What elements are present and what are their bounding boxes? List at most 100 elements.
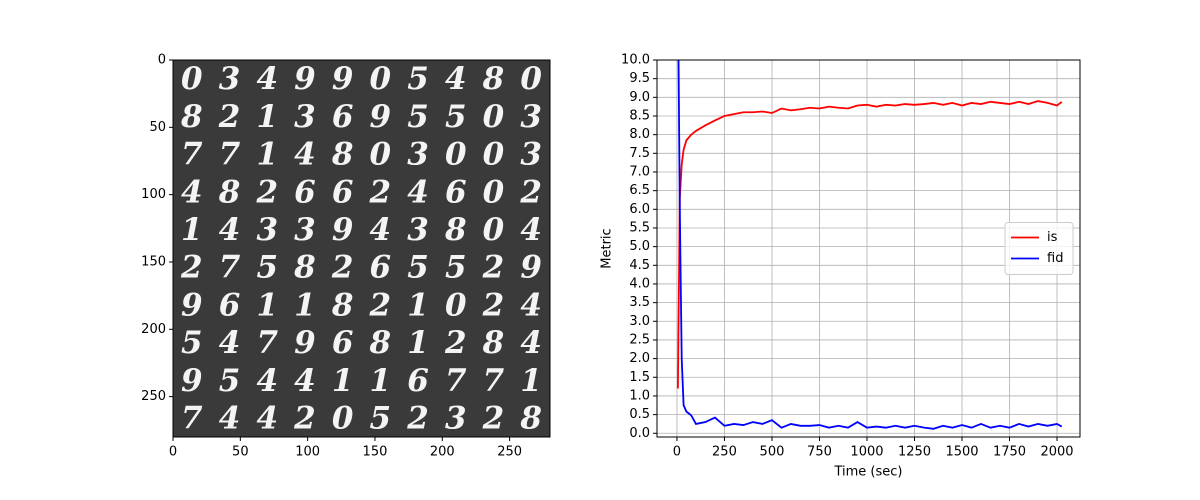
y-tick-label: 7.5 bbox=[629, 146, 650, 161]
y-tick-label: 200 bbox=[141, 322, 166, 337]
digit: 7 bbox=[483, 363, 505, 399]
digit: 5 bbox=[256, 250, 278, 286]
y-tick-label: 8.0 bbox=[629, 127, 650, 142]
digit: 4 bbox=[370, 212, 392, 248]
x-axis-label: Time (sec) bbox=[833, 465, 902, 480]
x-tick-label: 0 bbox=[673, 445, 681, 460]
digit: 7 bbox=[445, 363, 467, 399]
digit: 0 bbox=[483, 174, 505, 210]
digit: 3 bbox=[256, 212, 278, 248]
digit: 5 bbox=[219, 363, 241, 399]
axes-frame bbox=[172, 59, 551, 438]
digit: 0 bbox=[483, 99, 505, 135]
digit: 7 bbox=[219, 250, 241, 286]
digit: 8 bbox=[369, 325, 392, 361]
digit: 5 bbox=[445, 250, 467, 286]
y-tick-label: 6.5 bbox=[629, 183, 650, 198]
digit: 0 bbox=[483, 212, 505, 248]
y-tick-label: 7.0 bbox=[629, 164, 650, 179]
x-tick-label: 50 bbox=[232, 445, 249, 460]
y-tick-label: 3.5 bbox=[629, 295, 650, 310]
digit: 4 bbox=[256, 363, 278, 399]
digit: 1 bbox=[256, 137, 278, 173]
digit: 2 bbox=[293, 401, 316, 437]
image-background bbox=[173, 60, 550, 437]
y-tick-label: 5.5 bbox=[629, 220, 650, 235]
y-tick-label: 3.0 bbox=[629, 314, 650, 329]
digit: 0 bbox=[483, 137, 505, 173]
digit: 4 bbox=[219, 325, 241, 361]
x-tick-label: 1750 bbox=[993, 445, 1026, 460]
x-tick-label: 150 bbox=[363, 445, 388, 460]
digit: 2 bbox=[444, 325, 467, 361]
digit: 2 bbox=[369, 174, 392, 210]
digit: 4 bbox=[256, 61, 278, 97]
x-tick-label: 500 bbox=[760, 445, 785, 460]
digit: 4 bbox=[520, 212, 542, 248]
digit: 9 bbox=[332, 61, 354, 97]
digit: 2 bbox=[482, 250, 505, 286]
plot-area bbox=[677, 60, 1063, 430]
digit: 3 bbox=[294, 99, 316, 135]
digit: 0 bbox=[370, 61, 392, 97]
y-tick-label: 4.5 bbox=[629, 258, 650, 273]
digit: 5 bbox=[407, 99, 429, 135]
digit: 9 bbox=[520, 250, 542, 286]
digit: 3 bbox=[520, 99, 542, 135]
digit: 6 bbox=[332, 325, 354, 361]
legend-box bbox=[1004, 222, 1074, 275]
digit: 4 bbox=[520, 287, 542, 323]
digit: 0 bbox=[520, 61, 542, 97]
digit: 0 bbox=[181, 61, 203, 97]
digit: 4 bbox=[294, 137, 316, 173]
digit: 6 bbox=[219, 287, 241, 323]
y-tick-label: 2.0 bbox=[629, 351, 650, 366]
digit: 1 bbox=[332, 363, 354, 399]
digit: 6 bbox=[294, 174, 316, 210]
x-tick-label: 1500 bbox=[945, 445, 978, 460]
digit: 8 bbox=[482, 325, 505, 361]
digit: 2 bbox=[482, 401, 505, 437]
digit: 2 bbox=[218, 99, 241, 135]
digit: 4 bbox=[219, 401, 241, 437]
digit: 0 bbox=[332, 401, 354, 437]
digit: 7 bbox=[181, 401, 203, 437]
digit: 6 bbox=[332, 174, 354, 210]
digit: 8 bbox=[444, 212, 467, 248]
y-tick-label: 4.0 bbox=[629, 276, 650, 291]
digit: 0 bbox=[445, 287, 467, 323]
y-tick-label: 1.0 bbox=[629, 388, 650, 403]
digit: 5 bbox=[445, 99, 467, 135]
x-tick-label: 200 bbox=[430, 445, 455, 460]
digit: 8 bbox=[519, 401, 542, 437]
y-tick-label: 250 bbox=[141, 389, 166, 404]
digit: 4 bbox=[219, 212, 241, 248]
digit: 9 bbox=[294, 61, 316, 97]
y-tick-label: 0 bbox=[158, 53, 166, 68]
y-tick-label: 0.0 bbox=[629, 426, 650, 441]
digit: 8 bbox=[218, 174, 241, 210]
digit: 2 bbox=[519, 174, 542, 210]
digit: 0 bbox=[370, 137, 392, 173]
digit: 9 bbox=[181, 363, 203, 399]
y-tick-label: 0.5 bbox=[629, 407, 650, 422]
digit: 9 bbox=[294, 325, 316, 361]
y-axis-label: Metric bbox=[600, 228, 615, 268]
digit: 0 bbox=[445, 137, 467, 173]
digit: 1 bbox=[520, 363, 542, 399]
digit: 2 bbox=[369, 287, 392, 323]
digit: 2 bbox=[331, 250, 354, 286]
digit: 3 bbox=[520, 137, 542, 173]
digit: 1 bbox=[407, 287, 429, 323]
digit: 4 bbox=[407, 174, 429, 210]
digit: 8 bbox=[482, 61, 505, 97]
digit: 7 bbox=[219, 137, 241, 173]
x-tick-label: 1250 bbox=[898, 445, 931, 460]
digit: 1 bbox=[181, 212, 203, 248]
digit: 6 bbox=[370, 250, 392, 286]
digit: 3 bbox=[219, 61, 241, 97]
digit: 3 bbox=[407, 137, 429, 173]
x-tick-label: 1000 bbox=[850, 445, 883, 460]
digit: 6 bbox=[445, 174, 467, 210]
